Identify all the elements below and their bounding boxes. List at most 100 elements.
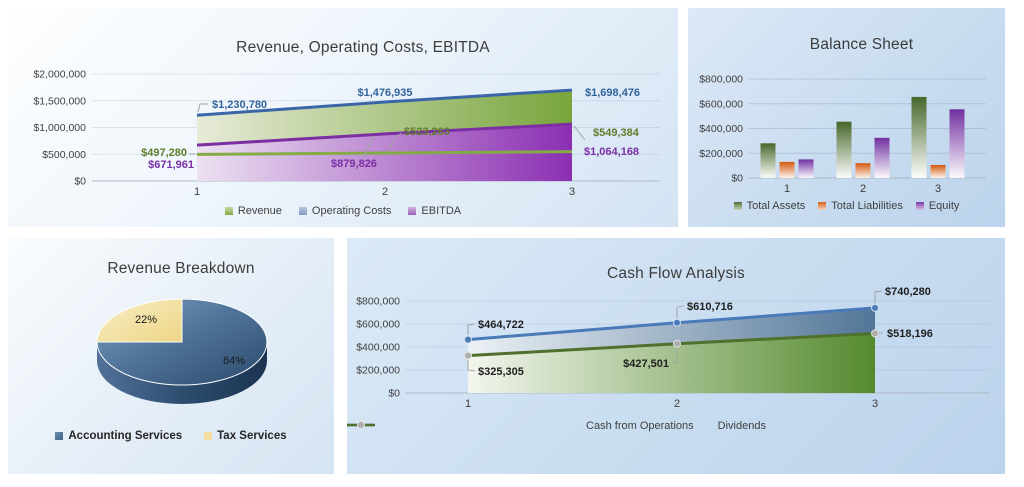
data-label: $464,722: [478, 319, 524, 331]
legend-item-operating-costs: Operating Costs: [298, 205, 392, 217]
chart-text: 1: [194, 186, 200, 198]
dividends-marker: [871, 329, 879, 338]
dividends-marker: [673, 339, 681, 348]
legend-label: Operating Costs: [311, 205, 392, 217]
legend-item-ebitda: EBITDA: [408, 205, 461, 217]
chart-text: 3: [872, 398, 878, 410]
legend-item-total-assets: Total Assets: [733, 200, 806, 212]
legend-label: Total Assets: [746, 200, 806, 212]
legend-item-tax-services: Tax Services: [204, 430, 287, 442]
leader-line: [573, 125, 586, 141]
legend-label: Total Liabilities: [831, 200, 903, 212]
data-label: $549,384: [593, 127, 640, 139]
data-label: $1,698,476: [585, 87, 640, 99]
pie-pct-label: 22%: [135, 314, 157, 326]
chart-legend: Total Assets Total Liabilities Equity: [688, 200, 1005, 212]
chart-legend: Cash from Operations Dividends: [347, 420, 1005, 432]
chart-text: 3: [935, 183, 941, 195]
chart-text: $400,000: [356, 342, 400, 354]
chart-legend: Accounting Services Tax Services: [8, 430, 334, 442]
cash-from-operations-marker: [673, 318, 681, 327]
operating-costs-line: [196, 88, 573, 117]
chart-text: $200,000: [356, 365, 400, 377]
revenue-line: [196, 150, 573, 156]
revenue-breakdown-chart[interactable]: Revenue Breakdown 64% 22% Accounting Serv…: [8, 238, 334, 474]
cash-flow-analysis-chart[interactable]: Cash Flow Analysis $0 $200,000 $400,000 $60…: [347, 238, 1005, 474]
legend-label: Cash from Operations: [586, 420, 694, 432]
chart-text: 1: [465, 398, 471, 410]
chart-title: Revenue, Operating Costs, EBITDA: [236, 39, 490, 56]
ebitda-line: [196, 122, 573, 147]
total-assets-swatch-icon: [733, 202, 742, 210]
total-assets-bar: [911, 96, 927, 178]
leader-line: [671, 348, 678, 364]
chart-text: $200,000: [699, 148, 743, 160]
legend-label: Accounting Services: [68, 430, 183, 442]
total-assets-bar: [836, 121, 852, 178]
data-label: $1,064,168: [584, 146, 639, 158]
legend-label: Tax Services: [217, 430, 287, 442]
chart-title: Cash Flow Analysis: [607, 265, 745, 282]
chart-text: $0: [74, 176, 86, 188]
legend-item-revenue: Revenue: [224, 205, 282, 217]
chart-text: $800,000: [699, 74, 743, 86]
data-label: $497,280: [141, 147, 187, 159]
data-label: $325,305: [478, 366, 524, 378]
legend-item-total-liabilities: Total Liabilities: [818, 200, 903, 212]
pie-slice-accounting-services: [96, 298, 268, 386]
legend-label: Equity: [928, 200, 960, 212]
chart-text: $400,000: [699, 123, 743, 135]
data-label: $740,280: [885, 286, 931, 298]
data-label: $1,476,935: [357, 87, 412, 99]
data-label: $879,826: [331, 158, 377, 170]
operating-costs-swatch-icon: [298, 207, 307, 215]
revenue-costs-ebitda-chart[interactable]: Revenue, Operating Costs, EBITDA $0 $500,…: [8, 8, 678, 227]
leader-line: [386, 132, 403, 152]
leader-line: [467, 323, 476, 335]
between-lines-area: [468, 307, 875, 356]
legend-item-accounting-services: Accounting Services: [55, 430, 182, 442]
total-liabilities-bar: [779, 161, 795, 178]
chart-text: 2: [674, 398, 680, 410]
balance-sheet-plot: $0 $200,000 $400,000 $600,000 $800,000 1 2 3: [699, 74, 986, 195]
legend-label: Revenue: [237, 205, 282, 217]
chart-text: $0: [388, 388, 400, 400]
chart-text: $1,500,000: [33, 95, 86, 107]
data-label: $1,230,780: [212, 99, 267, 111]
legend-label: Dividends: [717, 420, 766, 432]
leader-line: [874, 290, 883, 303]
chart-text: $600,000: [699, 98, 743, 110]
leader-line: [467, 360, 476, 372]
leader-line: [197, 103, 208, 113]
cash-from-operations-marker: [871, 303, 879, 312]
data-label: $518,196: [887, 328, 933, 340]
tax-services-swatch-icon: [204, 432, 213, 440]
chart-text: 1: [784, 183, 790, 195]
accounting-services-swatch-icon: [55, 432, 64, 440]
legend-item-cash-from-operations: Cash from Operations: [347, 420, 694, 432]
balance-sheet-chart[interactable]: Balance Sheet $0 $200,000 $400,000 $600,000…: [688, 8, 1005, 227]
leader-line: [362, 135, 375, 159]
dividends-area: [468, 333, 875, 393]
chart-text: $2,000,000: [33, 69, 86, 81]
equity-bar: [874, 137, 890, 178]
chart-text: 3: [569, 186, 575, 198]
equity-bar: [798, 159, 814, 178]
chart-text: $500,000: [42, 149, 86, 161]
cash-from-operations-marker: [464, 335, 472, 344]
chart-title: Revenue Breakdown: [107, 260, 255, 277]
chart-text: $800,000: [356, 296, 400, 308]
ebitda-swatch-icon: [408, 207, 417, 215]
chart-text: 2: [382, 186, 388, 198]
chart-text: $600,000: [356, 319, 400, 331]
pie-slice-tax-services: [96, 298, 183, 343]
dividends-marker-icon: [347, 421, 375, 429]
legend-item-dividends: Dividends: [347, 420, 766, 432]
total-assets-bar: [760, 143, 776, 178]
data-label: $671,961: [148, 159, 194, 171]
total-liabilities-swatch-icon: [818, 202, 827, 210]
pie-side-face: [97, 342, 267, 404]
revenue-swatch-icon: [224, 207, 233, 215]
data-label: $610,716: [687, 301, 733, 313]
